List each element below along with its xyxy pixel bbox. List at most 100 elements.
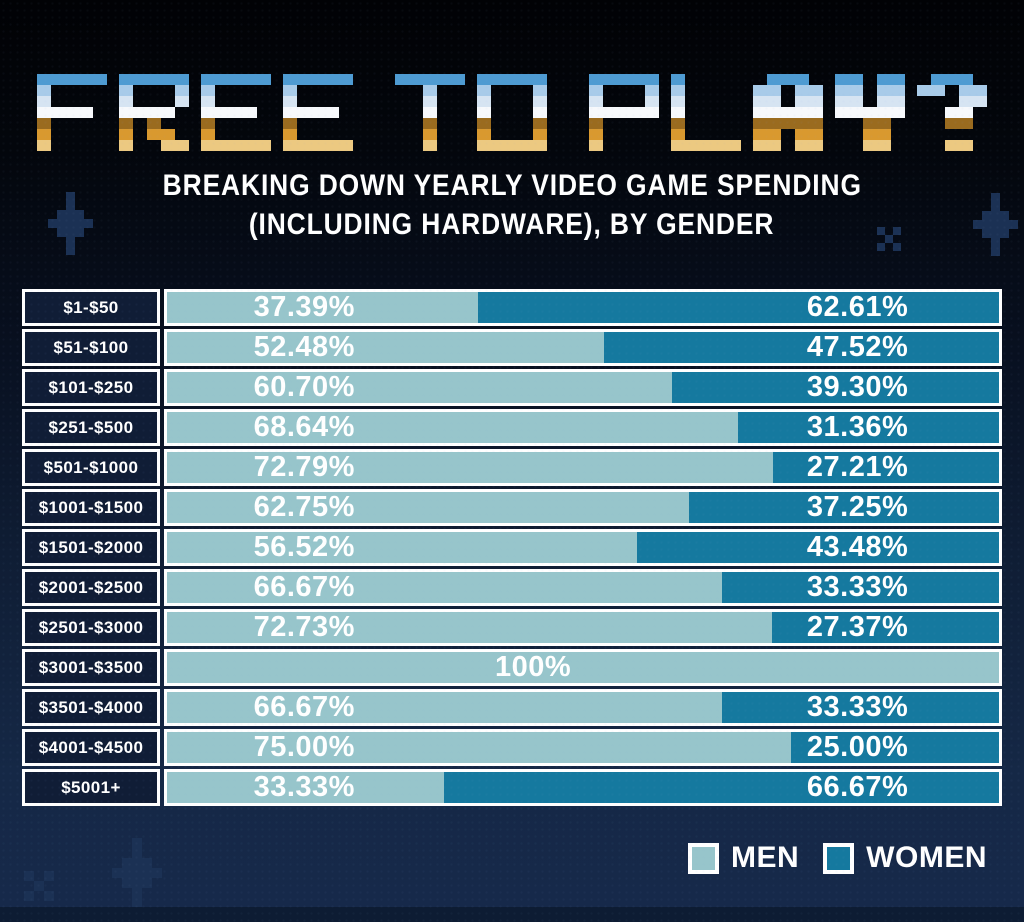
range-label: $3001-$3500: [22, 649, 160, 686]
men-bar-segment: [167, 692, 722, 723]
women-value-label: 25.00%: [806, 731, 909, 763]
women-value-label: 62.61%: [806, 291, 909, 323]
men-value-label: 37.39%: [253, 291, 355, 323]
men-bar-segment: [167, 732, 791, 763]
men-bar-segment: [167, 372, 673, 403]
women-bar-segment: [772, 452, 999, 483]
men-value-label: 66.67%: [253, 571, 355, 603]
spending-table: $1-$50 37.39% 62.61% $51-$100 52.48% 47.52% $1…: [22, 289, 1002, 806]
range-label: $1001-$1500: [22, 489, 160, 526]
men-bar-segment: [167, 652, 999, 683]
legend-label-men: MEN: [731, 841, 800, 874]
women-bar-segment: [637, 532, 999, 563]
women-value-label: 31.36%: [806, 411, 909, 443]
range-label: $501-$1000: [22, 449, 160, 486]
subtitle-text: (INCLUDING HARDWARE), BY GENDER: [249, 208, 775, 241]
women-value-label: 27.21%: [806, 451, 909, 483]
title-letter: [917, 74, 987, 151]
women-value-label: 27.37%: [806, 611, 909, 643]
stacked-bar: 33.33% 66.67%: [164, 769, 1002, 806]
women-value-label: 47.52%: [806, 331, 909, 363]
table-row: $51-$100 52.48% 47.52%: [22, 329, 1002, 366]
men-bar-segment: [167, 452, 773, 483]
women-value-label: 37.25%: [806, 491, 909, 523]
women-bar-segment: [772, 612, 999, 643]
title-letter: [589, 74, 659, 151]
stacked-bar: 62.75% 37.25%: [164, 489, 1002, 526]
title-letter: [37, 74, 107, 151]
women-bar-segment: [721, 572, 999, 603]
women-value-label: 66.67%: [806, 771, 909, 803]
title-letter: [201, 74, 271, 151]
men-bar-segment: [167, 532, 638, 563]
men-bar-segment: [167, 492, 690, 523]
pixel-x-icon: [24, 871, 54, 901]
women-bar-segment: [672, 372, 999, 403]
men-value-label: 68.64%: [253, 411, 355, 443]
table-row: $5001+ 33.33% 66.67%: [22, 769, 1002, 806]
men-value-label: 72.73%: [253, 611, 355, 643]
women-bar-segment: [603, 332, 999, 363]
women-bar-segment: [738, 412, 999, 443]
men-value-label: 72.79%: [253, 451, 355, 483]
table-row: $3501-$4000 66.67% 33.33%: [22, 689, 1002, 726]
men-value-label: 100%: [494, 651, 572, 683]
men-bar-segment: [167, 292, 479, 323]
title-letter: [753, 74, 823, 151]
table-row: $4001-$4500 75.00% 25.00%: [22, 729, 1002, 766]
table-row: $501-$1000 72.79% 27.21%: [22, 449, 1002, 486]
men-bar-segment: [167, 572, 722, 603]
men-value-label: 60.70%: [253, 371, 355, 403]
stacked-bar: 75.00% 25.00%: [164, 729, 1002, 766]
stacked-bar: 56.52% 43.48%: [164, 529, 1002, 566]
men-bar-segment: [167, 332, 604, 363]
women-bar-segment: [444, 772, 999, 803]
page-title: [0, 74, 1024, 151]
title-letter: [395, 74, 465, 151]
table-row: $1-$50 37.39% 62.61%: [22, 289, 1002, 326]
subtitle-line-1: BREAKING DOWN YEARLY VIDEO GAME SPENDING: [0, 170, 1024, 202]
legend-swatch-men: [688, 842, 719, 874]
men-value-label: 62.75%: [253, 491, 355, 523]
range-label: $1-$50: [22, 289, 160, 326]
title-letter: [477, 74, 547, 151]
range-label: $1501-$2000: [22, 529, 160, 566]
men-bar-segment: [167, 412, 739, 443]
range-label: $5001+: [22, 769, 160, 806]
table-row: $3001-$3500 100%: [22, 649, 1002, 686]
women-bar-segment: [689, 492, 999, 523]
women-value-label: 33.33%: [806, 691, 909, 723]
women-value-label: 43.48%: [806, 531, 909, 563]
men-value-label: 56.52%: [253, 531, 355, 563]
range-label: $2001-$2500: [22, 569, 160, 606]
pixel-cross-icon: [973, 193, 1018, 256]
table-row: $251-$500 68.64% 31.36%: [22, 409, 1002, 446]
men-bar-segment: [167, 612, 773, 643]
range-label: $4001-$4500: [22, 729, 160, 766]
legend-label-women: WOMEN: [866, 841, 987, 874]
table-row: $2501-$3000 72.73% 27.37%: [22, 609, 1002, 646]
stacked-bar: 60.70% 39.30%: [164, 369, 1002, 406]
table-row: $1501-$2000 56.52% 43.48%: [22, 529, 1002, 566]
stacked-bar: 66.67% 33.33%: [164, 689, 1002, 726]
stacked-bar: 37.39% 62.61%: [164, 289, 1002, 326]
subtitle-text: BREAKING DOWN YEARLY VIDEO GAME SPENDING: [162, 169, 862, 202]
title-space: [559, 74, 577, 151]
range-label: $2501-$3000: [22, 609, 160, 646]
bottom-strip: [0, 907, 1024, 922]
stacked-bar: 72.73% 27.37%: [164, 609, 1002, 646]
range-label: $3501-$4000: [22, 689, 160, 726]
stacked-bar: 66.67% 33.33%: [164, 569, 1002, 606]
men-bar-segment: [167, 772, 445, 803]
range-label: $51-$100: [22, 329, 160, 366]
range-label: $251-$500: [22, 409, 160, 446]
stacked-bar: 52.48% 47.52%: [164, 329, 1002, 366]
stacked-bar: 100%: [164, 649, 1002, 686]
men-value-label: 33.33%: [253, 771, 355, 803]
men-value-label: 52.48%: [253, 331, 355, 363]
title-space: [365, 74, 383, 151]
title-letter: [671, 74, 741, 151]
subtitle-line-2: (INCLUDING HARDWARE), BY GENDER: [0, 209, 1024, 241]
stacked-bar: 68.64% 31.36%: [164, 409, 1002, 446]
